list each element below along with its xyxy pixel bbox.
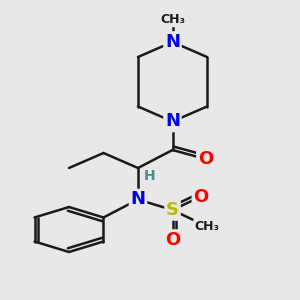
Text: N: N <box>165 112 180 130</box>
Text: O: O <box>194 188 208 206</box>
Text: CH₃: CH₃ <box>194 220 220 233</box>
Text: N: N <box>165 33 180 51</box>
Text: CH₃: CH₃ <box>160 13 185 26</box>
Text: O: O <box>198 150 213 168</box>
Text: N: N <box>130 190 146 208</box>
Text: O: O <box>165 231 180 249</box>
Text: S: S <box>166 201 179 219</box>
Text: H: H <box>144 169 156 182</box>
